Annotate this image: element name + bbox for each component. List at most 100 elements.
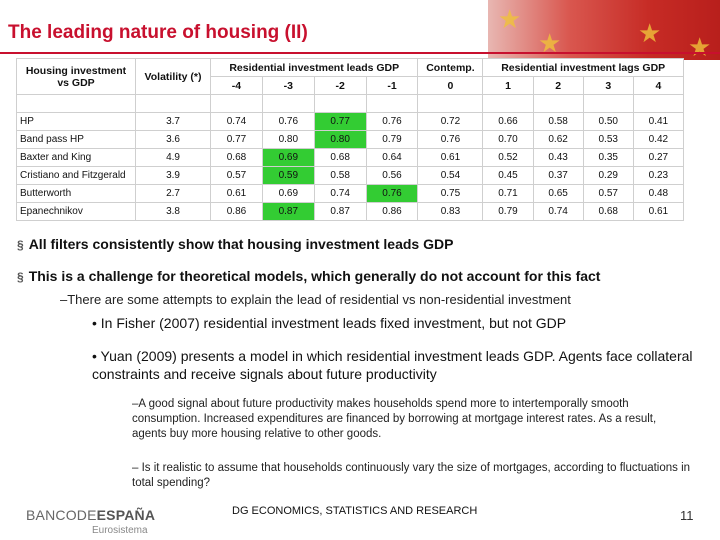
row-label: Cristiano and Fitzgerald: [16, 166, 136, 185]
correlation-cell: 0.87: [313, 202, 367, 221]
lag-header: -3: [261, 76, 315, 95]
header-volatility: Volatility (*): [134, 58, 212, 95]
footer: [0, 490, 720, 540]
table-row: Cristiano and Fitzgerald 3.9 0.57 0.59 0.58 0…: [16, 166, 685, 185]
table-row: HP 3.7 0.74 0.76 0.77 0.76 0.72 0.66 0.58 0.50 0.4…: [16, 112, 685, 131]
correlation-cell: 0.69: [261, 184, 315, 203]
correlation-cell: 0.74: [313, 184, 367, 203]
correlation-cell: 0.86: [365, 202, 419, 221]
correlation-cell: 0.35: [582, 148, 634, 167]
table-row: Butterworth 2.7 0.61 0.69 0.74 0.76 0.75 0.71 0.…: [16, 184, 685, 203]
correlation-cell: 0.71: [482, 184, 534, 203]
bullet-2: § This is a challenge for theoretical mod…: [17, 268, 601, 284]
volatility-cell: 3.7: [134, 112, 212, 131]
sub-bullet-question: – Is it realistic to assume that househo…: [132, 462, 691, 489]
correlation-cell: 0.74: [532, 202, 584, 221]
correlation-cell: 0.68: [582, 202, 634, 221]
correlation-cell: 0.74: [210, 112, 263, 131]
lag-header: -1: [365, 76, 419, 95]
correlation-cell: 0.61: [417, 148, 484, 167]
volatility-cell: 4.9: [134, 148, 212, 167]
correlation-cell: 0.76: [417, 130, 484, 149]
lag-header: 4: [632, 76, 685, 95]
correlation-cell: 0.80: [261, 130, 315, 149]
spacer-row: [16, 94, 685, 113]
max-correlation-cell: 0.80: [313, 130, 367, 149]
empty-cell: [313, 94, 367, 113]
correlation-cell: 0.53: [582, 130, 634, 149]
correlation-cell: 0.48: [632, 184, 685, 203]
correlation-cell: 0.66: [482, 112, 534, 131]
empty-cell: [210, 94, 263, 113]
correlation-cell: 0.79: [365, 130, 419, 149]
correlation-cell: 0.54: [417, 166, 484, 185]
correlation-cell: 0.42: [632, 130, 685, 149]
empty-cell: [532, 94, 584, 113]
header-housing-investment: Housing investment vs GDP: [16, 58, 136, 95]
volatility-cell: 2.7: [134, 184, 212, 203]
correlation-cell: 0.75: [417, 184, 484, 203]
lag-header: -4: [210, 76, 263, 95]
correlation-cell: 0.29: [582, 166, 634, 185]
header-lags: Residential investment lags GDP: [482, 58, 684, 77]
sub-bullet-attempts: –There are some attempts to explain the …: [60, 292, 571, 307]
correlation-cell: 0.61: [632, 202, 685, 221]
sub-bullet-yuan: • Yuan (2009) presents a model in which …: [92, 348, 693, 382]
lag-header: 0: [417, 76, 484, 95]
correlation-cell: 0.64: [365, 148, 419, 167]
lag-header: 1: [482, 76, 534, 95]
empty-cell: [365, 94, 419, 113]
empty-cell: [632, 94, 685, 113]
star-icon: ★: [538, 28, 562, 58]
correlation-cell: 0.68: [313, 148, 367, 167]
empty-cell: [261, 94, 315, 113]
correlation-table: Housing investment vs GDP Volatility (*) …: [16, 58, 685, 221]
footer-department: DG ECONOMICS, STATISTICS AND RESEARCH: [232, 505, 478, 517]
header-leads: Residential investment leads GDP: [210, 58, 419, 77]
correlation-cell: 0.45: [482, 166, 534, 185]
correlation-cell: 0.37: [532, 166, 584, 185]
empty-cell: [582, 94, 634, 113]
lag-header: 2: [532, 76, 584, 95]
table-body: HP 3.7 0.74 0.76 0.77 0.76 0.72 0.66 0.58 0.50 0.4…: [16, 94, 685, 221]
correlation-cell: 0.57: [582, 184, 634, 203]
empty-cell: [417, 94, 484, 113]
row-label: Baxter and King: [16, 148, 136, 167]
bullet-1: § All filters consistently show that hous…: [17, 236, 454, 252]
empty-cell: [16, 94, 136, 113]
correlation-cell: 0.56: [365, 166, 419, 185]
lag-header: 3: [582, 76, 634, 95]
correlation-cell: 0.62: [532, 130, 584, 149]
row-label: Butterworth: [16, 184, 136, 203]
correlation-cell: 0.27: [632, 148, 685, 167]
correlation-cell: 0.83: [417, 202, 484, 221]
bullet-square-icon: §: [17, 270, 24, 284]
correlation-cell: 0.58: [532, 112, 584, 131]
header-contemp: Contemp.: [417, 58, 484, 77]
spanish-flag-banner: ★ ★ ★ ★: [488, 0, 720, 60]
row-label: HP: [16, 112, 136, 131]
correlation-cell: 0.50: [582, 112, 634, 131]
empty-cell: [482, 94, 534, 113]
correlation-cell: 0.76: [261, 112, 315, 131]
correlation-cell: 0.52: [482, 148, 534, 167]
table-row: Epanechnikov 3.8 0.86 0.87 0.87 0.86 0.83 0.79 0…: [16, 202, 685, 221]
row-label: Band pass HP: [16, 130, 136, 149]
volatility-cell: 3.6: [134, 130, 212, 149]
correlation-cell: 0.86: [210, 202, 263, 221]
title-rule: [0, 52, 720, 54]
correlation-cell: 0.77: [210, 130, 263, 149]
max-correlation-cell: 0.87: [261, 202, 315, 221]
sub-bullet-signal: –A good signal about future productivity…: [132, 398, 657, 440]
correlation-cell: 0.65: [532, 184, 584, 203]
max-correlation-cell: 0.69: [261, 148, 315, 167]
row-label: Epanechnikov: [16, 202, 136, 221]
correlation-cell: 0.23: [632, 166, 685, 185]
correlation-cell: 0.70: [482, 130, 534, 149]
lag-header: -2: [313, 76, 367, 95]
max-correlation-cell: 0.59: [261, 166, 315, 185]
correlation-cell: 0.79: [482, 202, 534, 221]
logo-subtitle: Eurosistema: [92, 525, 148, 536]
volatility-cell: 3.9: [134, 166, 212, 185]
max-correlation-cell: 0.76: [365, 184, 419, 203]
